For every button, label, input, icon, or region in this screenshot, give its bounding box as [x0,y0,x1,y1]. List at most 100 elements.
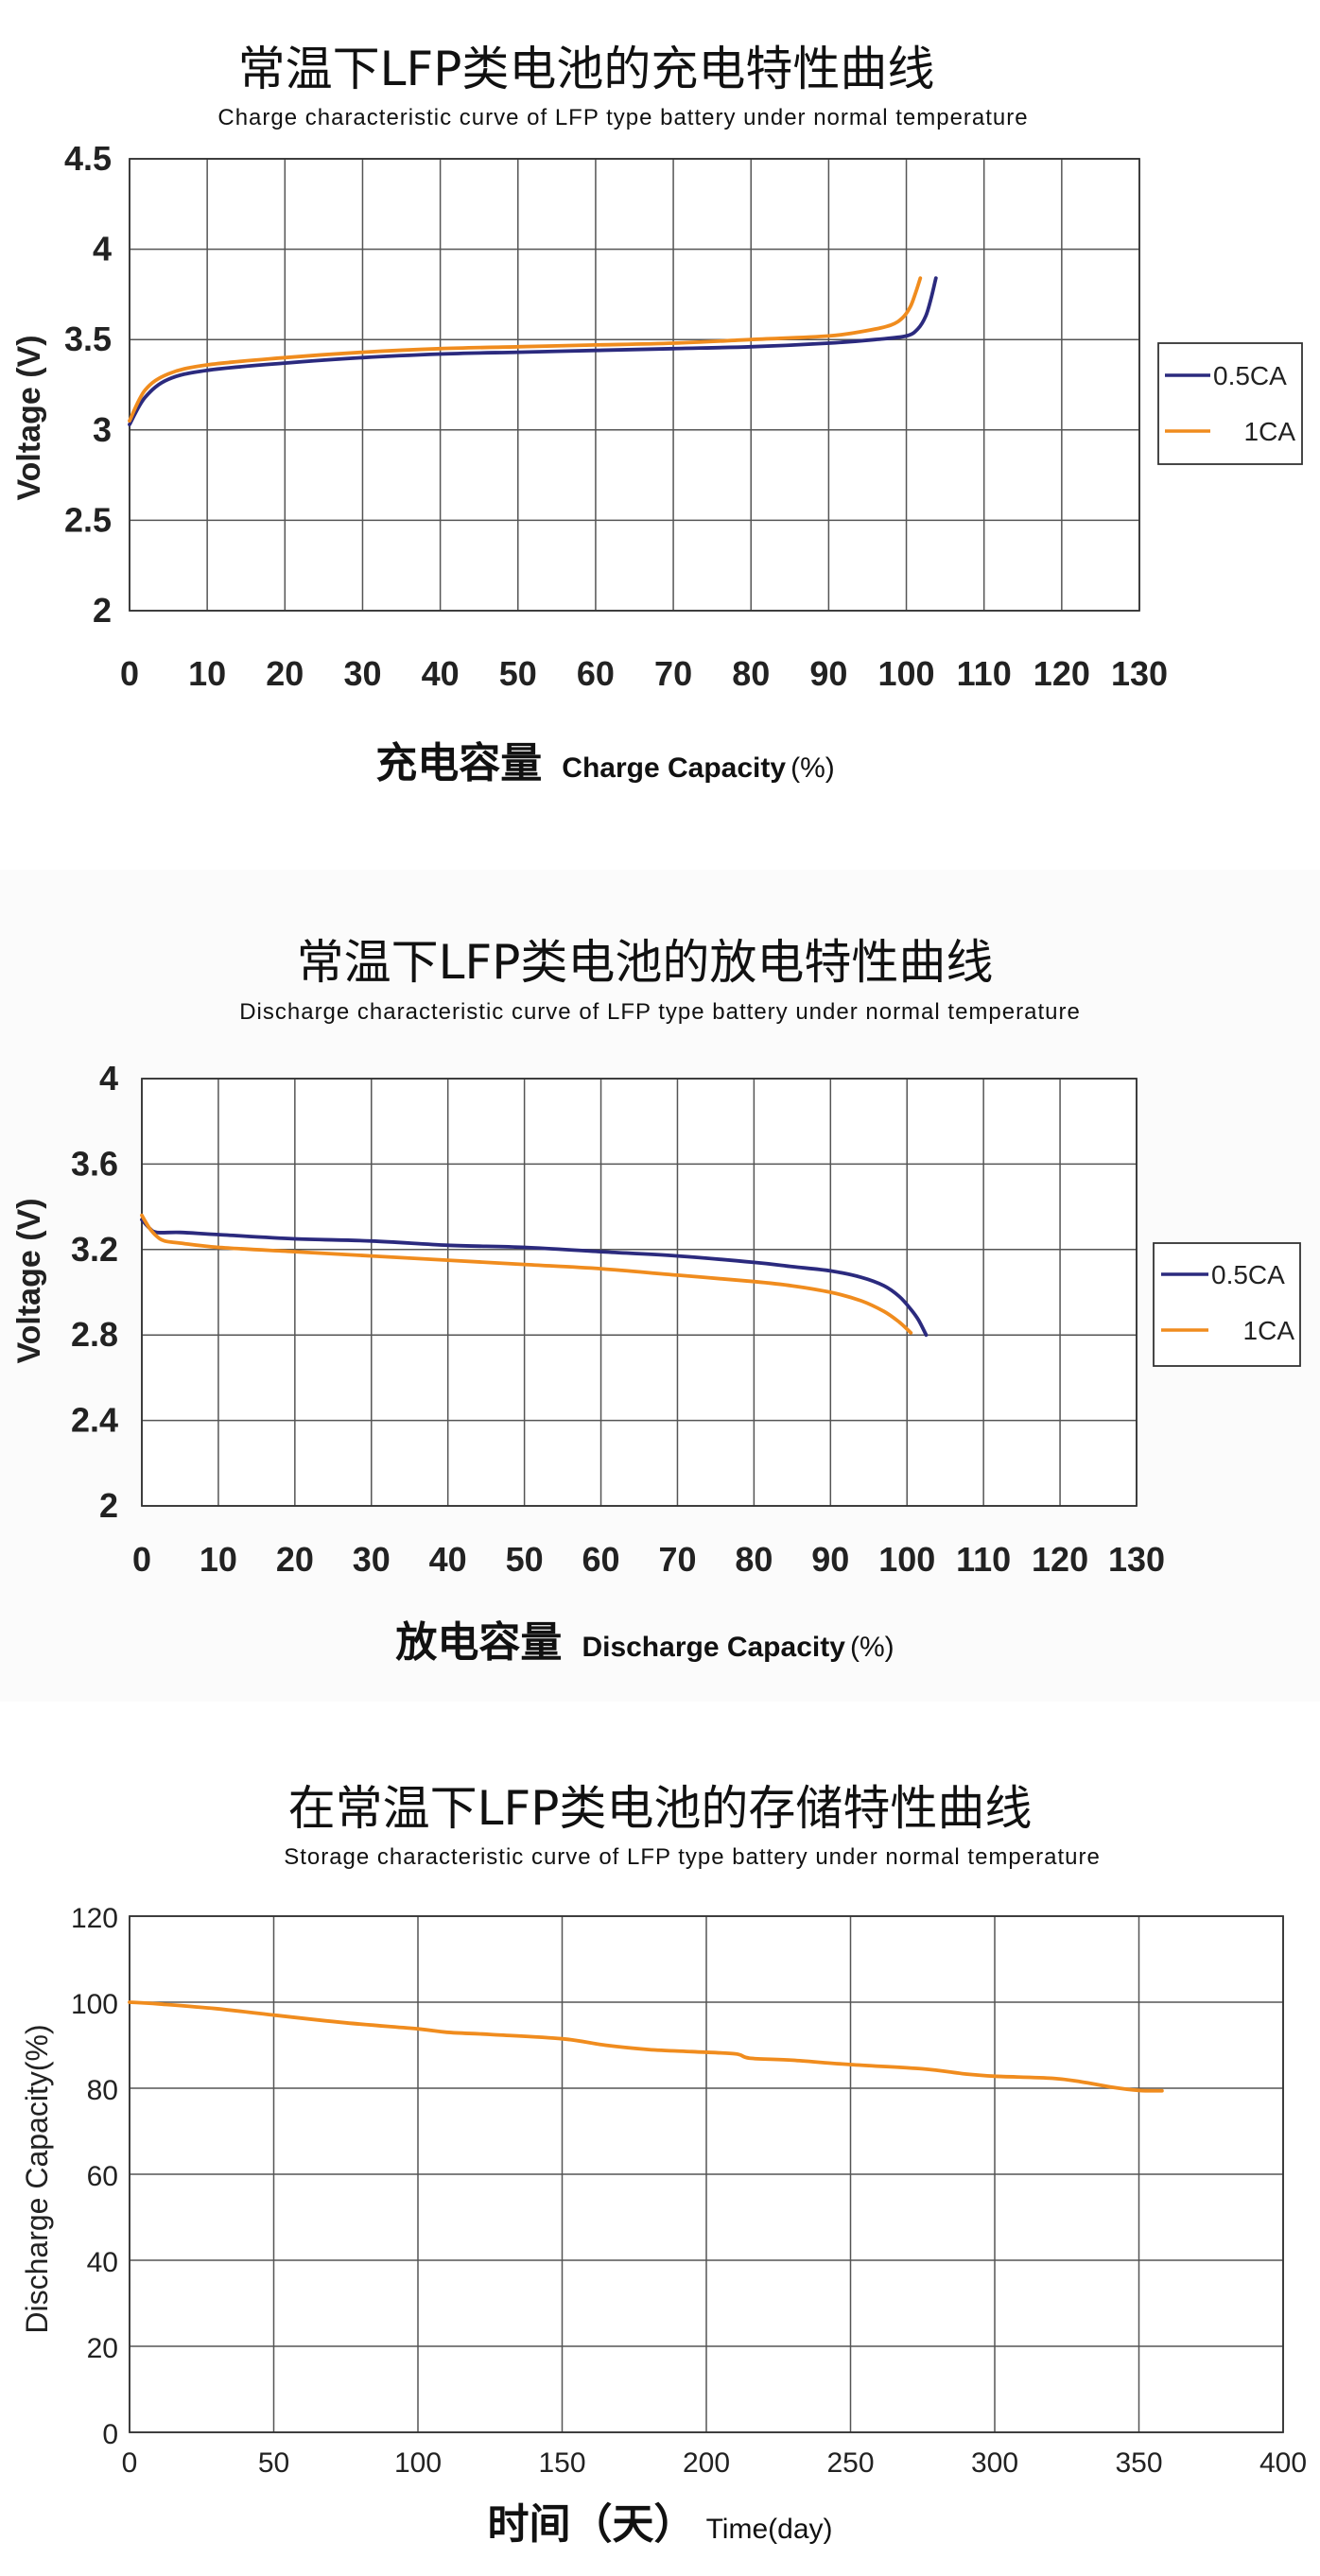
x-tick-label: 100 [878,1540,935,1579]
x-axis-label-en: Charge Capacity [562,752,786,784]
y-tick-label: 2 [99,1486,118,1525]
series-line-1ca [140,1213,913,1335]
x-tick-label: 50 [499,654,537,693]
y-tick-label: 3.2 [71,1230,118,1269]
x-tick-label: 300 [971,2447,1018,2479]
legend-label-0.5ca: 0.5CA [1211,1260,1285,1289]
legend: 0.5CA 1CA [1157,342,1303,465]
x-tick-label: 10 [200,1540,237,1579]
x-tick-label: 90 [809,654,847,693]
y-tick-label: 120 [71,1903,118,1934]
series-line-capacity [128,2000,1164,2093]
y-axis-label: Voltage (V) [11,1198,47,1363]
chart-subtitle: Storage characteristic curve of LFP type… [284,1844,1101,1870]
x-tick-label: 60 [577,654,615,693]
x-axis-label-unit: (%) [790,752,835,784]
chart-subtitle: Discharge characteristic curve of LFP ty… [239,999,1081,1025]
x-tick-label: 10 [188,654,226,693]
x-tick-label: 80 [732,654,770,693]
x-tick-label: 30 [343,654,381,693]
y-tick-label: 20 [87,2333,118,2364]
y-tick-label: 2 [93,591,112,630]
x-tick-label: 90 [811,1540,849,1579]
x-tick-label: 100 [877,654,934,693]
y-tick-label: 4.5 [64,139,112,178]
x-tick-label: 100 [394,2447,442,2479]
x-axis-label-cn: 充电容量 [375,739,542,787]
y-tick-label: 2.5 [64,500,112,539]
plot-area [130,159,1139,611]
y-tick-label: 3.6 [71,1144,118,1183]
x-tick-label: 150 [538,2447,585,2479]
chart-title: 常温下LFP类电池的放电特性曲线 [297,935,994,990]
y-tick-label: 100 [71,1989,118,2020]
discharge-chart: 常温下LFP类电池的放电特性曲线 Discharge characteristi… [11,935,1301,1667]
x-tick-label: 60 [582,1540,620,1579]
legend-frame [1153,1242,1301,1367]
x-axis-label: 时间（天） Time(day) [488,2500,833,2549]
y-tick-label: 3.5 [64,320,112,358]
x-tick-label: 110 [956,1540,1011,1579]
y-tick-label: 80 [87,2075,118,2106]
x-tick-label: 40 [429,1540,467,1579]
y-axis-label: Discharge Capacity(%) [20,2024,54,2333]
storage-chart: 在常温下LFP类电池的存储特性曲线 Storage characteristic… [20,1781,1307,2549]
x-tick-label: 120 [1032,1540,1088,1579]
charge-chart: 常温下LFP类电池的充电特性曲线 Charge characteristic c… [11,42,1303,787]
y-tick-label: 40 [87,2247,118,2278]
x-tick-label: 0 [122,2447,138,2479]
plot-area [142,1079,1137,1506]
chart-title: 常温下LFP类电池的充电特性曲线 [238,42,935,96]
x-axis-label: 充电容量 Charge Capacity (%) [375,739,835,787]
x-tick-label: 70 [654,654,692,693]
x-axis-label-en: Time(day) [706,2514,833,2545]
legend: 0.5CA 1CA [1153,1242,1301,1367]
x-tick-label: 200 [683,2447,730,2479]
x-tick-label: 120 [1033,654,1090,693]
x-tick-label: 110 [957,654,1012,693]
x-axis-label-unit: (%) [850,1632,894,1663]
x-tick-label: 350 [1115,2447,1162,2479]
x-tick-label: 0 [132,1540,151,1579]
y-tick-label: 2.4 [71,1401,118,1440]
x-axis-label-en: Discharge Capacity [582,1632,845,1663]
x-tick-label: 70 [658,1540,696,1579]
x-tick-label: 400 [1259,2447,1307,2479]
y-tick-label: 4 [99,1059,118,1098]
series-line-0.5ca [140,1218,929,1338]
series-line-1ca [128,276,923,424]
x-tick-label: 50 [506,1540,544,1579]
y-tick-label: 4 [93,230,112,268]
x-axis-label-cn: 放电容量 [395,1618,562,1667]
y-tick-label: 3 [93,410,112,449]
x-tick-label: 50 [258,2447,289,2479]
y-axis-label: Voltage (V) [11,335,47,500]
legend-label-0.5ca: 0.5CA [1213,361,1287,390]
legend-label-1ca: 1CA [1244,417,1296,446]
x-tick-label: 20 [276,1540,314,1579]
storage-chart-panel: 在常温下LFP类电池的存储特性曲线 Storage characteristic… [0,1739,1320,2576]
discharge-chart-panel: 常温下LFP类电池的放电特性曲线 Discharge characteristi… [0,870,1320,1702]
x-tick-label: 250 [826,2447,874,2479]
x-tick-label: 80 [735,1540,773,1579]
y-tick-label: 2.8 [71,1315,118,1354]
x-tick-label: 40 [422,654,460,693]
series-line-0.5ca [128,276,938,426]
x-tick-label: 130 [1108,1540,1165,1579]
x-axis-label-cn: 时间（天） [488,2500,696,2549]
x-axis-label: 放电容量 Discharge Capacity (%) [395,1618,894,1667]
y-tick-label: 60 [87,2161,118,2192]
x-tick-label: 30 [353,1540,391,1579]
y-tick-label: 0 [102,2419,118,2450]
plot-frame [141,1078,1138,1507]
x-tick-label: 130 [1111,654,1168,693]
x-tick-label: 20 [266,654,304,693]
chart-title: 在常温下LFP类电池的存储特性曲线 [288,1781,1033,1836]
chart-subtitle: Charge characteristic curve of LFP type … [217,105,1028,130]
legend-frame [1157,342,1303,465]
x-tick-label: 0 [120,654,139,693]
plot-frame [129,1915,1284,2433]
legend-label-1ca: 1CA [1243,1316,1295,1345]
plot-frame [129,158,1140,612]
charge-chart-panel: 常温下LFP类电池的充电特性曲线 Charge characteristic c… [0,0,1320,822]
